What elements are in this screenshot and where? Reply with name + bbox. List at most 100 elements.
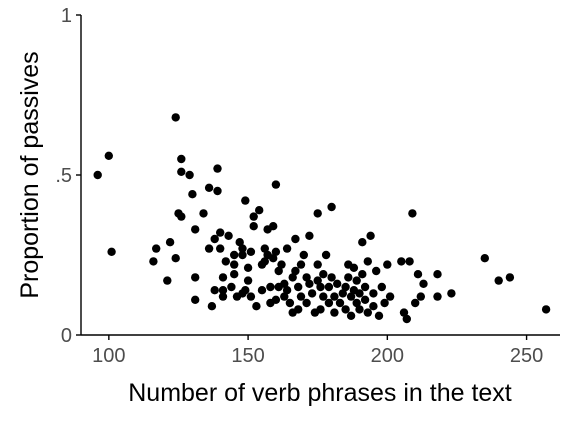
data-point-39 <box>238 250 247 260</box>
data-point-50 <box>252 302 261 311</box>
data-point-77 <box>294 282 303 292</box>
data-point-84 <box>305 231 314 240</box>
data-point-24 <box>213 164 222 173</box>
data-point-136 <box>408 209 417 218</box>
x-tick-label-3: 250 <box>510 345 543 367</box>
data-point-60 <box>269 222 278 231</box>
data-point-14 <box>188 190 197 199</box>
data-point-123 <box>366 231 375 240</box>
data-point-124 <box>369 289 378 298</box>
data-point-34 <box>230 250 239 260</box>
data-point-145 <box>494 276 503 285</box>
data-point-12 <box>177 167 186 176</box>
data-point-8 <box>171 254 180 263</box>
data-point-1 <box>104 151 114 160</box>
data-point-54 <box>260 244 269 253</box>
x-tick-label-1: 150 <box>231 345 264 367</box>
x-axis-title: Number of verb phrases in the text <box>128 379 512 407</box>
data-point-129 <box>380 298 389 308</box>
data-point-21 <box>207 302 217 311</box>
data-point-79 <box>296 260 306 269</box>
data-point-142 <box>433 292 442 301</box>
data-point-19 <box>204 183 214 192</box>
data-point-68 <box>280 292 289 301</box>
data-point-10 <box>177 154 186 164</box>
data-point-75 <box>291 234 300 244</box>
y-axis-ticks: 0.51 <box>55 5 81 347</box>
data-point-131 <box>385 292 395 301</box>
data-point-101 <box>330 308 339 317</box>
data-point-63 <box>271 247 281 256</box>
data-point-97 <box>324 298 334 308</box>
data-point-69 <box>280 279 289 288</box>
data-point-139 <box>416 292 425 301</box>
data-point-86 <box>307 289 317 298</box>
data-point-76 <box>291 266 300 276</box>
data-point-127 <box>374 311 384 320</box>
data-point-143 <box>447 289 456 298</box>
data-point-15 <box>191 273 200 282</box>
data-point-44 <box>243 276 253 285</box>
data-point-90 <box>313 276 322 285</box>
data-point-103 <box>335 298 345 308</box>
data-point-109 <box>346 292 356 301</box>
data-point-94 <box>319 292 328 301</box>
data-point-25 <box>213 186 222 196</box>
data-point-36 <box>230 260 239 269</box>
data-point-110 <box>346 311 356 320</box>
data-point-88 <box>313 209 322 218</box>
data-point-30 <box>218 292 228 301</box>
data-point-47 <box>246 247 256 256</box>
data-point-72 <box>285 298 295 308</box>
data-point-119 <box>360 295 370 304</box>
data-point-146 <box>505 273 515 282</box>
data-point-83 <box>302 298 311 308</box>
data-point-70 <box>282 244 292 253</box>
data-point-45 <box>243 263 253 272</box>
data-point-42 <box>241 196 250 205</box>
x-tick-label-2: 200 <box>371 345 404 367</box>
data-point-144 <box>480 254 489 263</box>
data-point-141 <box>433 270 442 279</box>
data-point-121 <box>363 308 372 317</box>
data-point-96 <box>324 282 334 292</box>
data-point-104 <box>338 289 347 298</box>
data-point-32 <box>224 231 233 240</box>
data-point-58 <box>266 282 275 292</box>
data-point-67 <box>277 260 286 269</box>
y-tick-label-0: 0 <box>61 325 72 347</box>
data-point-31 <box>221 257 230 266</box>
data-point-33 <box>227 282 236 292</box>
data-point-100 <box>330 292 339 301</box>
data-point-51 <box>255 206 264 215</box>
data-point-99 <box>327 273 336 282</box>
y-axis-title: Proportion of passives <box>16 51 44 298</box>
data-point-49 <box>249 222 258 231</box>
y-tick-label-1: .5 <box>55 165 72 187</box>
data-point-22 <box>210 286 219 295</box>
data-point-26 <box>216 228 225 237</box>
data-point-128 <box>377 282 386 292</box>
data-point-137 <box>411 298 420 308</box>
data-point-18 <box>199 209 208 218</box>
data-point-138 <box>413 270 423 279</box>
data-point-89 <box>313 260 322 269</box>
data-point-108 <box>344 273 353 282</box>
data-point-106 <box>341 305 350 314</box>
data-point-111 <box>349 263 359 272</box>
data-point-98 <box>327 202 336 212</box>
data-point-71 <box>282 286 292 295</box>
data-point-6 <box>165 238 175 247</box>
data-point-7 <box>171 113 180 122</box>
data-point-41 <box>238 244 247 253</box>
data-point-95 <box>321 250 331 260</box>
y-tick-label-2: 1 <box>61 5 72 27</box>
data-point-55 <box>260 257 269 266</box>
data-point-4 <box>152 244 161 253</box>
data-point-122 <box>363 257 372 266</box>
data-point-48 <box>249 212 258 221</box>
data-point-115 <box>355 305 364 314</box>
data-point-105 <box>341 282 350 292</box>
data-point-38 <box>235 238 244 247</box>
data-point-118 <box>358 270 367 279</box>
